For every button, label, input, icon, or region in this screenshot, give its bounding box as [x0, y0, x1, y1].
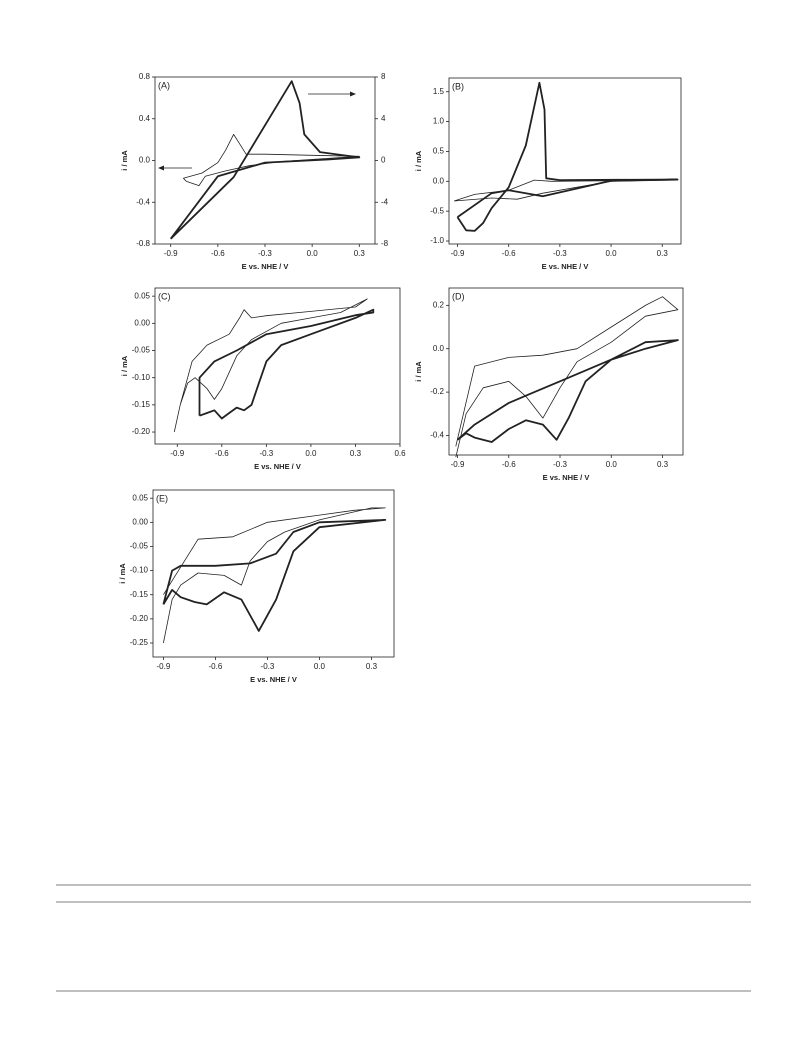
y-tick-label: -0.2: [430, 387, 444, 396]
y2-tick-label: -8: [381, 239, 389, 248]
y-axis-label: i / mA: [118, 563, 127, 584]
cv-curve: [162, 519, 387, 632]
panel-label: (E): [156, 493, 168, 503]
y-tick-label: 0.0: [433, 344, 445, 353]
y-axis-label: i / mA: [120, 355, 129, 376]
arrow-left: [158, 165, 192, 171]
y-axis-label: i / mA: [414, 361, 423, 382]
y-tick-label: 1.5: [433, 87, 445, 96]
y-tick-label: -0.15: [132, 400, 151, 409]
y-tick-label: -0.5: [430, 206, 444, 215]
plot-frame: [448, 77, 682, 245]
x-axis-label: E vs. NHE / V: [543, 473, 590, 482]
x-tick-label: 0.0: [314, 662, 326, 671]
y-tick-label: -1.0: [430, 236, 444, 245]
y2-tick-label: 0: [381, 156, 386, 165]
x-axis-label: E vs. NHE / V: [254, 462, 301, 471]
y-tick-label: 0.05: [134, 291, 150, 300]
x-tick-label: 0.3: [350, 449, 362, 458]
x-tick-label: -0.9: [451, 249, 465, 258]
x-tick-label: -0.3: [258, 249, 272, 258]
y-axis-label: i / mA: [414, 150, 423, 171]
y-tick-label: 0.00: [134, 318, 150, 327]
plot-frame: [152, 489, 395, 658]
x-tick-label: 0.6: [394, 449, 406, 458]
cv-curve: [173, 298, 368, 433]
y-tick-label: 0.0: [139, 156, 151, 165]
x-tick-label: 0.0: [305, 449, 317, 458]
y2-tick-label: -4: [381, 197, 389, 206]
y-tick-label: -0.05: [130, 542, 149, 551]
x-tick-label: -0.9: [157, 662, 171, 671]
y-tick-label: 0.00: [132, 517, 148, 526]
arrow-right: [308, 91, 356, 97]
cv-curve: [169, 80, 361, 240]
x-tick-label: -0.9: [451, 460, 465, 469]
x-tick-label: 0.3: [354, 249, 366, 258]
y2-tick-label: 4: [381, 114, 386, 123]
x-tick-label: -0.3: [553, 249, 567, 258]
y-axis-label: i / mA: [120, 150, 129, 171]
x-tick-label: -0.6: [211, 249, 225, 258]
x-tick-label: -0.3: [261, 662, 275, 671]
x-tick-label: -0.6: [502, 460, 516, 469]
cv-curve: [456, 339, 679, 443]
plot-frame: [448, 287, 684, 456]
plot-frame: [154, 287, 401, 445]
chart-panel: -0.9 -0.6 -0.3 0.0 0.3 -0.4 -0.2 0.0 0.2 (D) E vs.…: [414, 287, 684, 482]
x-tick-label: 0.0: [605, 249, 617, 258]
panel-label: (B): [452, 81, 464, 91]
x-axis-label: E vs. NHE / V: [242, 262, 289, 271]
y-tick-label: 1.0: [433, 117, 445, 126]
panel-label: (D): [452, 291, 465, 301]
chart-panel: -0.9 -0.6 -0.3 0.0 0.3 -1.0 -0.5 0.0 0.5 1.0 1.5 (B…: [414, 77, 682, 271]
y-tick-label: 0.5: [433, 147, 445, 156]
chart-panel: -0.9 -0.6 -0.3 0.0 0.3 -0.25 -0.20 -0.15 -0.10 -0…: [118, 489, 395, 684]
cv-curve: [455, 296, 679, 458]
x-axis-label: E vs. NHE / V: [542, 262, 589, 271]
y-tick-label: -0.20: [130, 614, 149, 623]
panel-label: (C): [158, 291, 171, 301]
x-axis-label: E vs. NHE / V: [250, 675, 297, 684]
y2-tick-label: 8: [381, 72, 386, 81]
x-tick-label: 0.3: [657, 460, 669, 469]
y-tick-label: 0.8: [139, 72, 151, 81]
x-tick-label: -0.3: [553, 460, 567, 469]
x-tick-label: 0.0: [606, 460, 618, 469]
y-tick-label: -0.10: [132, 373, 151, 382]
y-tick-label: -0.05: [132, 346, 151, 355]
x-tick-label: 0.3: [366, 662, 378, 671]
x-tick-label: -0.6: [502, 249, 516, 258]
cv-curve: [198, 308, 375, 420]
y-tick-label: -0.4: [136, 197, 150, 206]
x-tick-label: 0.3: [657, 249, 669, 258]
cv-curve: [163, 507, 386, 644]
y-tick-label: -0.4: [430, 431, 444, 440]
x-tick-label: -0.9: [170, 449, 184, 458]
x-tick-label: -0.6: [215, 449, 229, 458]
y-tick-label: -0.25: [130, 638, 149, 647]
chart-panel: -0.9 -0.6 -0.3 0.0 0.3 -0.8 -0.4 0.0 0.4 0.8 -8 -4 0…: [120, 72, 389, 271]
y-tick-label: -0.8: [136, 239, 150, 248]
x-tick-label: -0.3: [259, 449, 273, 458]
chart-panel: -0.9 -0.6 -0.3 0.0 0.3 0.6 -0.20 -0.15 -0.10 -0.0…: [120, 287, 406, 471]
y-tick-label: -0.20: [132, 427, 151, 436]
cv-curve: [183, 134, 360, 186]
x-tick-label: -0.6: [209, 662, 223, 671]
y-tick-label: 0.0: [433, 176, 445, 185]
x-tick-label: 0.0: [307, 249, 319, 258]
x-tick-label: -0.9: [164, 249, 178, 258]
cv-curve: [456, 81, 679, 232]
y-tick-label: -0.10: [130, 566, 149, 575]
y-tick-label: 0.4: [139, 114, 151, 123]
y-tick-label: 0.05: [132, 493, 148, 502]
y-tick-label: 0.2: [433, 300, 445, 309]
panel-label: (A): [158, 80, 170, 90]
y-tick-label: -0.15: [130, 590, 149, 599]
